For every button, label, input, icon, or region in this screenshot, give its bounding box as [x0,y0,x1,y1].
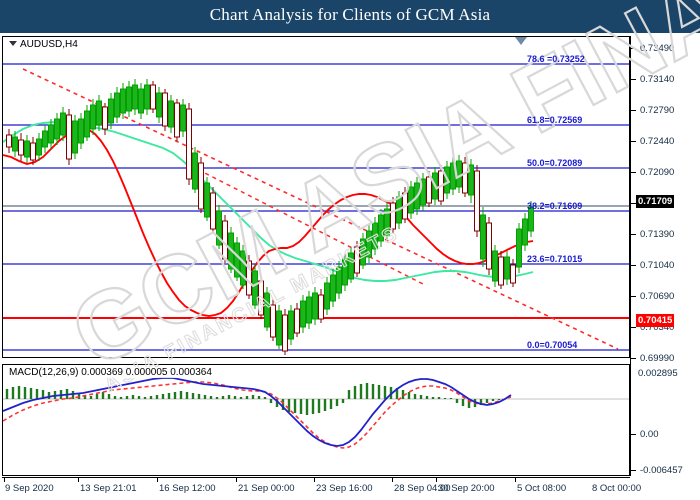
price-axis[interactable]: 0.73490 0.73140 0.72790 0.72440 0.72090 … [630,36,700,476]
symbol-label-container[interactable]: AUDUSD,H4 [7,39,80,50]
fib-label-618: 61.8=0.72569 [527,115,583,125]
price-tick-0: 0.73490 [640,43,675,54]
macd-histogram [5,386,267,399]
time-tick-7: 5 Oct 08:00 [517,483,567,494]
time-axis[interactable]: 9 Sep 2020 13 Sep 21:01 16 Sep 12:00 21 … [2,477,700,500]
page-title: Chart Analysis for Clients of GCM Asia [209,5,491,24]
macd-signal-line [3,381,512,449]
price-tick-3: 0.72440 [640,136,675,147]
chevron-down-icon[interactable] [9,40,17,46]
price-tick-2: 0.72790 [640,105,675,116]
downtrend-line-secondary [190,165,424,285]
price-tick-7: 0.71040 [640,260,675,271]
time-tick-0: 9 Sep 2020 [5,483,54,494]
chart-top-marker-icon [515,37,527,45]
macd-tick-bottom: -0.006457 [640,465,683,476]
price-tick-1: 0.73140 [640,74,675,85]
header-bar: Chart Analysis for Clients of GCM Asia [0,0,700,33]
fib-label-500: 50.0=0.72089 [527,158,583,168]
macd-label: MACD(12,26,9) 0.000369 0.000005 0.000364 [7,367,214,378]
macd-main-line [3,377,512,447]
symbol-label: AUDUSD,H4 [20,39,78,50]
candlestick-series [6,79,534,355]
fib-label-382: 38.2=0.71609 [527,201,583,211]
downtrend-line-main [22,68,619,350]
current-price-tag: 0.71709 [636,195,675,208]
ma-slow-line [3,121,534,282]
macd-chart-pane[interactable]: MACD(12,26,9) 0.000369 0.000005 0.000364 [2,364,630,476]
time-tick-4: 23 Sep 16:00 [316,483,373,494]
fib-label-236: 23.6=0.71015 [527,254,583,264]
time-tick-5: 28 Sep 04:00 [394,483,451,494]
red-price-tag: 0.70415 [636,314,675,327]
price-tick-10: 0.69990 [640,353,675,364]
price-tick-6: 0.71390 [640,229,675,240]
price-tick-8: 0.70690 [640,291,675,302]
macd-chart-canvas [3,377,629,449]
fib-label-000: 0.0=0.70054 [527,340,578,350]
price-tick-4: 0.72090 [640,167,675,178]
time-tick-1: 13 Sep 21:01 [80,483,137,494]
time-tick-8: 8 Oct 00:00 [592,483,642,494]
fib-label-786: 78.6 =0.73252 [527,54,585,64]
price-tick-9: 0.70340 [640,322,675,333]
time-tick-2: 16 Sep 12:00 [159,483,216,494]
price-chart-pane[interactable]: 78.6 =0.73252 61.8=0.72569 50.0=0.72089 … [2,36,630,358]
time-axis-rule [2,477,630,478]
macd-tick-zero: 0.00 [640,429,659,440]
time-tick-3: 21 Sep 00:00 [238,483,295,494]
ma-fast-line [3,128,534,317]
fib-lines [3,63,629,351]
time-tick-6: 30 Sep 20:00 [438,483,495,494]
macd-histogram-right [347,383,501,408]
price-chart-canvas [3,63,629,355]
axis-vertical-rule [630,36,631,476]
macd-tick-top: 0.002895 [638,368,678,379]
